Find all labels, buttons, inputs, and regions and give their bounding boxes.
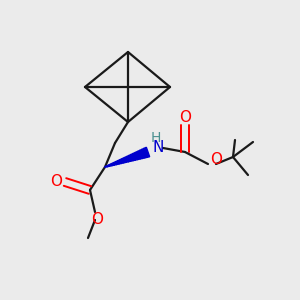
- Polygon shape: [116, 160, 119, 164]
- Text: O: O: [50, 175, 62, 190]
- Polygon shape: [107, 165, 110, 167]
- Polygon shape: [124, 157, 128, 162]
- Polygon shape: [120, 158, 124, 164]
- Polygon shape: [135, 152, 140, 160]
- Text: O: O: [210, 152, 222, 167]
- Polygon shape: [140, 149, 145, 158]
- Polygon shape: [133, 152, 138, 160]
- Polygon shape: [127, 155, 131, 162]
- Text: O: O: [179, 110, 191, 124]
- Polygon shape: [118, 160, 122, 164]
- Polygon shape: [109, 164, 112, 166]
- Polygon shape: [142, 148, 147, 158]
- Polygon shape: [114, 162, 117, 165]
- Polygon shape: [138, 150, 142, 159]
- Text: H: H: [151, 131, 161, 145]
- Text: N: N: [152, 140, 164, 155]
- Polygon shape: [129, 154, 133, 161]
- Polygon shape: [122, 158, 126, 163]
- Polygon shape: [144, 147, 150, 157]
- Polygon shape: [111, 163, 115, 166]
- Polygon shape: [131, 153, 136, 161]
- Polygon shape: [105, 166, 107, 167]
- Text: O: O: [91, 212, 103, 227]
